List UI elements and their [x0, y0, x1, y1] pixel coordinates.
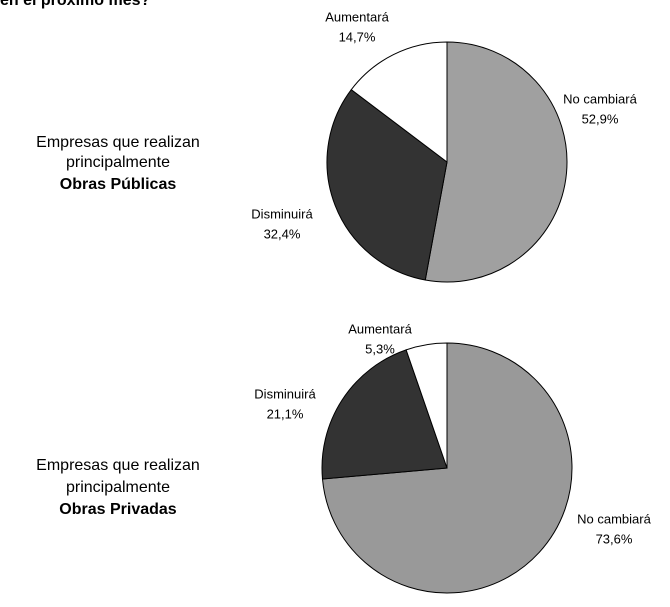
- slice-label: Disminuirá: [251, 206, 313, 221]
- slice-value: 14,7%: [339, 29, 376, 44]
- side-label: Obras Públicas: [60, 176, 177, 193]
- side-label: Empresas que realizan: [36, 457, 200, 474]
- slice-label: No cambiará: [563, 91, 637, 106]
- pie-slice: [405, 342, 448, 469]
- title: en el próximo mes?: [0, 0, 150, 9]
- slice-value: 32,4%: [264, 226, 301, 241]
- slice-label: Aumentará: [325, 9, 389, 24]
- slice-label: Disminuirá: [254, 386, 316, 401]
- pie-slice: [424, 41, 568, 283]
- slice-value: 21,1%: [267, 406, 304, 421]
- side-label: Empresas que realizan: [36, 134, 200, 151]
- side-label: principalmente: [66, 154, 170, 171]
- pie-slice: [326, 88, 448, 281]
- side-label: Obras Privadas: [59, 501, 177, 518]
- slice-value: 5,3%: [365, 341, 395, 356]
- pie-slice: [350, 41, 448, 164]
- slice-label: No cambiará: [577, 511, 651, 526]
- slice-value: 73,6%: [596, 531, 633, 546]
- pie-slice: [321, 349, 448, 480]
- slice-label: Aumentará: [348, 321, 412, 336]
- slice-value: 52,9%: [582, 111, 619, 126]
- side-label: principalmente: [66, 479, 170, 496]
